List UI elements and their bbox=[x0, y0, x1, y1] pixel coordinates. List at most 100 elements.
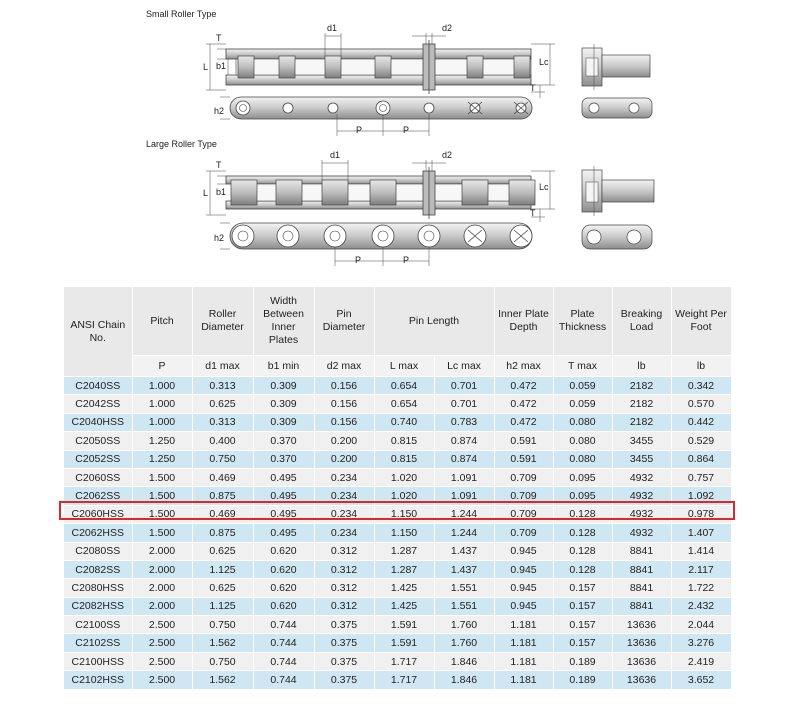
small-dim-T-right: T bbox=[530, 83, 536, 93]
chain-no-cell: C2082HSS bbox=[64, 596, 133, 616]
chain-no-cell: C2062HSS bbox=[64, 523, 133, 543]
table-cell: 0.095 bbox=[553, 467, 613, 487]
table-row: C2062SS 1.500 0.875 0.495 0.234 1.020 1.091 0.7… bbox=[64, 486, 732, 506]
table-cell: 2182 bbox=[612, 412, 672, 432]
table-cell: 0.875 bbox=[192, 486, 254, 506]
table-cell: 1.150 bbox=[374, 523, 435, 543]
chain-no-cell: C2100SS bbox=[64, 615, 133, 634]
table-cell: 1.562 bbox=[192, 633, 254, 653]
table-cell: 8841 bbox=[612, 596, 672, 616]
table-cell: 4932 bbox=[612, 467, 672, 487]
table-cell: 2.000 bbox=[132, 578, 193, 598]
table-cell: 0.200 bbox=[314, 431, 375, 451]
col-header-roller-diameter: Roller Diameter bbox=[192, 287, 254, 356]
table-cell: 2.500 bbox=[132, 615, 193, 634]
table-cell: 0.080 bbox=[553, 431, 613, 451]
table-cell: 0.472 bbox=[494, 412, 554, 432]
table-cell: 3455 bbox=[612, 431, 672, 451]
small-dim-h2: h2 bbox=[214, 106, 224, 116]
header-row: ANSI Chain No. Pitch Roller Diameter Wid… bbox=[64, 287, 732, 377]
large-roller-side-view bbox=[220, 222, 533, 266]
table-cell: 1.500 bbox=[132, 467, 193, 487]
table-row: C2082SS 2.000 1.125 0.620 0.312 1.287 1.437 0.9… bbox=[64, 559, 732, 579]
small-dim-L: L bbox=[203, 62, 208, 72]
table-cell: 0.864 bbox=[671, 449, 732, 469]
table-cell: 1.181 bbox=[494, 615, 554, 634]
table-row: C2040SS 1.000 0.313 0.309 0.156 0.654 0.701 0.4… bbox=[64, 375, 732, 395]
table-cell: 0.080 bbox=[553, 449, 613, 469]
large-dim-d1: d1 bbox=[330, 150, 340, 160]
table-cell: 0.156 bbox=[314, 412, 375, 432]
table-cell: 0.945 bbox=[494, 578, 554, 598]
large-roller-top-view bbox=[206, 160, 555, 222]
unit-cell: b1 min bbox=[253, 355, 315, 377]
table-cell: 0.370 bbox=[253, 431, 315, 451]
table-row: C2080SS 2.000 0.625 0.620 0.312 1.287 1.437 0.9… bbox=[64, 541, 732, 561]
table-cell: 0.128 bbox=[553, 541, 613, 561]
table-cell: 0.750 bbox=[192, 615, 254, 634]
table-cell: 0.128 bbox=[553, 559, 613, 579]
table-cell: 1.717 bbox=[374, 651, 435, 671]
table-cell: 0.740 bbox=[374, 412, 435, 432]
table-cell: 0.157 bbox=[553, 633, 613, 653]
col-header-width: Width Between Inner Plates bbox=[253, 287, 315, 356]
table-cell: 0.309 bbox=[253, 375, 315, 395]
table-cell: 1.181 bbox=[494, 670, 554, 689]
table-cell: 0.234 bbox=[314, 467, 375, 487]
small-roller-side-view bbox=[220, 96, 533, 136]
table-cell: 1.500 bbox=[132, 523, 193, 543]
table-cell: 0.312 bbox=[314, 541, 375, 561]
chain-no-cell: C2040HSS bbox=[64, 412, 133, 432]
table-cell: 0.059 bbox=[553, 394, 613, 414]
table-cell: 0.709 bbox=[494, 523, 554, 543]
small-dim-T: T bbox=[216, 33, 222, 43]
col-header-pitch: Pitch bbox=[132, 287, 193, 356]
table-cell: 0.080 bbox=[553, 412, 613, 432]
table-cell: 0.312 bbox=[314, 596, 375, 616]
table-cell: 0.701 bbox=[434, 375, 495, 395]
large-dim-b1: b1 bbox=[216, 187, 226, 197]
chain-no-cell: C2082SS bbox=[64, 559, 133, 579]
table-cell: 0.342 bbox=[671, 375, 732, 395]
small-roller-top-view bbox=[206, 33, 555, 98]
table-cell: 1.846 bbox=[434, 651, 495, 671]
table-cell: 1.846 bbox=[434, 670, 495, 689]
table-cell: 1.020 bbox=[374, 467, 435, 487]
small-roller-end-view bbox=[581, 44, 653, 119]
table-cell: 2.432 bbox=[671, 596, 732, 616]
unit-row: P d1 max b1 min d2 max L max Lc max h2 m… bbox=[64, 355, 732, 377]
table-cell: 1.437 bbox=[434, 559, 495, 579]
spec-table: ANSI Chain No. Pitch Roller Diameter Wid… bbox=[64, 287, 732, 689]
table-cell: 0.375 bbox=[314, 633, 375, 653]
table-cell: 3455 bbox=[612, 449, 672, 469]
table-cell: 0.059 bbox=[553, 375, 613, 395]
table-cell: 0.654 bbox=[374, 394, 435, 414]
table-cell: 0.874 bbox=[434, 449, 495, 469]
large-dim-P1: P bbox=[355, 255, 361, 265]
table-cell: 0.620 bbox=[253, 559, 315, 579]
table-cell: 0.625 bbox=[192, 541, 254, 561]
table-cell: 2.000 bbox=[132, 596, 193, 616]
table-cell: 1.244 bbox=[434, 523, 495, 543]
table-row: C2052SS 1.250 0.750 0.370 0.200 0.815 0.874 0.5… bbox=[64, 449, 732, 469]
table-cell: 0.128 bbox=[553, 523, 613, 543]
table-cell: 1.250 bbox=[132, 449, 193, 469]
table-cell: 0.874 bbox=[434, 431, 495, 451]
col-header-chain-no: ANSI Chain No. bbox=[64, 287, 133, 377]
table-cell: 0.469 bbox=[192, 467, 254, 487]
table-cell: 0.620 bbox=[253, 596, 315, 616]
small-dim-b1: b1 bbox=[216, 61, 226, 71]
table-cell: 2.419 bbox=[671, 651, 732, 671]
unit-cell: P bbox=[132, 355, 193, 377]
table-cell: 0.815 bbox=[374, 449, 435, 469]
table-cell: 2.500 bbox=[132, 633, 193, 653]
large-rollers bbox=[230, 179, 536, 206]
table-cell: 1.437 bbox=[434, 541, 495, 561]
table-cell: 0.744 bbox=[253, 633, 315, 653]
table-cell: 0.875 bbox=[192, 523, 254, 543]
table-cell: 0.309 bbox=[253, 394, 315, 414]
table-cell: 0.157 bbox=[553, 596, 613, 616]
table-cell: 13636 bbox=[612, 670, 672, 689]
table-cell: 1.500 bbox=[132, 486, 193, 506]
small-dim-P2: P bbox=[403, 125, 409, 135]
